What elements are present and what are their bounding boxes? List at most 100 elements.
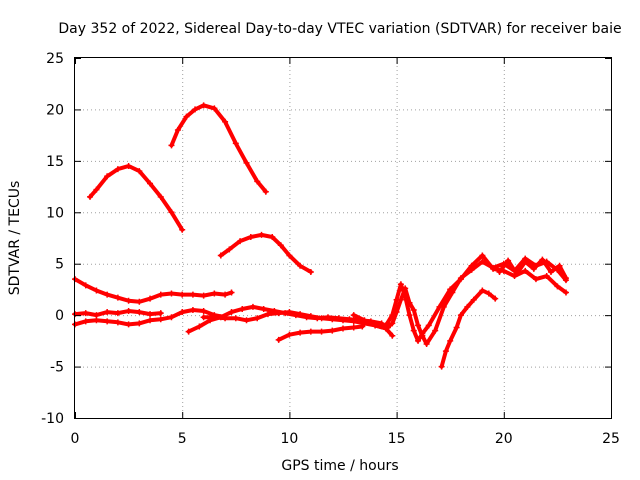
data-point [243,317,250,324]
data-point [329,316,336,323]
data-point [423,340,430,347]
data-point [468,262,475,269]
data-point [93,317,100,324]
data-point [329,327,336,334]
data-point [192,106,199,113]
data-point [125,308,132,315]
data-point [419,330,426,337]
data-point [222,315,229,322]
x-tick-label: 25 [602,431,620,447]
x-axis-label: GPS time / hours [281,458,398,474]
data-point [200,314,207,321]
data-point [93,287,100,294]
tick-labels: 0 5 10 15 20 25 -10 -5 0 5 10 15 20 25 [41,51,620,447]
data-point [254,178,261,185]
data-point [147,295,154,302]
data-point [168,142,175,149]
data-point [200,102,207,109]
data-point [522,267,529,274]
data-point [393,296,400,303]
data-point [547,268,554,275]
data-point [228,289,235,296]
data-point [157,310,164,317]
x-tick-label: 20 [495,431,513,447]
data-point [104,318,111,325]
data-point [340,317,346,324]
data-point [513,271,520,277]
data-point [350,312,357,319]
data-point [318,315,325,322]
y-tick-label: -10 [41,411,64,427]
data-point [262,188,269,195]
series-line [218,232,313,274]
data-point [168,209,175,216]
data-point [125,297,132,304]
axis-ticks [75,58,612,419]
data-point [359,323,366,330]
data-point [185,328,192,335]
data-point [247,233,254,240]
data-point [307,328,314,335]
data-point [254,315,261,322]
x-tick-label: 0 [71,431,80,447]
grid [75,58,611,418]
y-tick-label: 10 [46,205,64,221]
x-tick-label: 5 [178,431,187,447]
data-point [264,311,271,318]
chart-title: Day 352 of 2022, Sidereal Day-to-day VTE… [58,21,621,37]
data-point [125,163,132,169]
data-point [189,291,196,298]
data-point [147,180,154,187]
data-point [222,291,229,298]
data-point [297,262,304,269]
data-point [470,296,477,303]
data-point [93,186,100,193]
data-point [406,312,413,319]
data-point [350,318,357,325]
data-point [286,309,293,316]
series-line [88,164,185,232]
data-point [189,307,196,313]
data-point [211,105,218,112]
data-point [226,246,233,253]
data-point [228,309,235,316]
data-point [297,329,304,336]
data-point [104,309,111,316]
series-line [439,288,498,369]
data-point [104,173,111,180]
y-axis-label: SDTVAR / TECUs [7,181,23,296]
data-point [200,308,207,315]
data-point [260,305,267,312]
data-point [382,322,389,329]
data-point [556,262,563,269]
data-point [436,303,443,310]
data-point [297,311,304,318]
data-point [539,256,546,263]
series-arc-9 [275,323,366,343]
x-tick-label: 15 [388,431,406,447]
data-point [147,317,154,324]
data-point [114,319,121,326]
data-point [211,314,218,321]
x-tick-label: 10 [280,431,298,447]
data-point [275,310,282,317]
y-tick-label: 0 [55,308,64,324]
data-point [543,273,550,280]
data-point [114,310,121,317]
data-point [432,327,439,334]
data-point [372,322,379,329]
data-point [410,327,417,334]
data-point [492,295,499,302]
data-point [464,303,471,310]
series-arc-12 [438,287,499,370]
y-tick-label: 25 [46,51,64,67]
y-tick-label: -5 [50,360,64,376]
data-point [457,276,464,283]
data-point [200,292,207,299]
data-point [307,268,314,275]
data-point [453,324,460,331]
data-point [125,321,132,328]
data-point [232,140,239,147]
